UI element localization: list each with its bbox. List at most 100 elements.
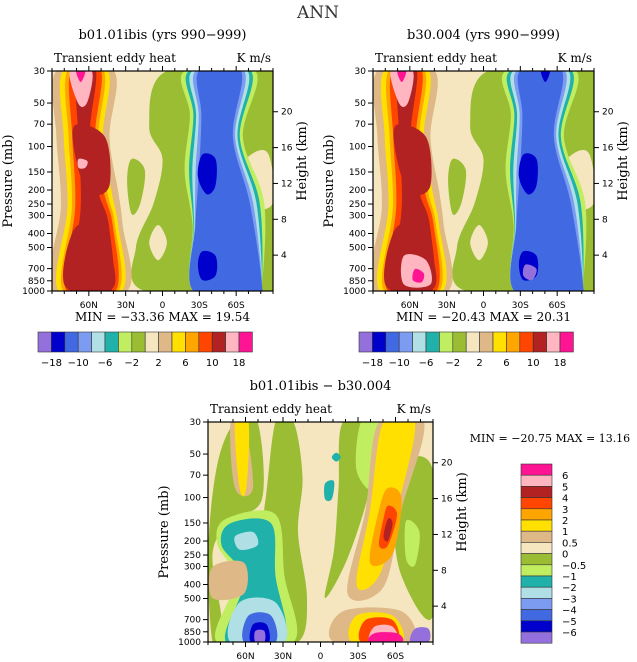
near-zero-positive-region [149,225,167,261]
y-right-tick-label: 8 [602,215,608,225]
y-tick-label: 30 [355,67,367,77]
y-tick-label: 500 [184,595,201,605]
colorbar-swatch [520,609,553,622]
colorbar-swatch [225,331,240,353]
positive-core-upper [72,124,111,196]
colorbar-swatch [520,519,553,532]
y-right-tick-label: 16 [281,144,293,154]
x-tick-label: 60S [228,301,245,311]
colorbar-swatch [520,586,553,599]
min-max-stats: MIN = −33.36 MAX = 19.54 [75,310,250,324]
colorbar-label: −5 [562,617,577,628]
colorbar-label: −18 [362,358,383,369]
negative-band [510,71,584,291]
colorbar-label: −0.5 [562,561,586,572]
colorbar-swatch [479,331,494,353]
colorbar-swatch [131,331,146,353]
negative-core-upper [197,153,217,195]
colorbar-label: 6 [182,358,188,369]
colorbar-label: 6 [503,358,509,369]
panel-title: b01.01ibis (yrs 990−999) [78,28,246,43]
y-axis-label: Pressure (mb) [157,485,172,578]
y-tick-label: 400 [349,230,366,240]
colorbar-swatch [465,331,480,353]
colorbar-swatch [559,331,574,353]
colorbar-swatch [158,331,173,353]
colorbar-swatch [104,331,119,353]
subtitle-right: K m/s [397,402,431,416]
colorbar-swatch [211,331,226,353]
colorbar-swatch [520,463,553,476]
positive-extreme [368,632,404,642]
colorbar-label: 0.5 [562,538,578,549]
colorbar-swatch [77,331,92,353]
y-tick-label: 70 [34,120,46,130]
x-tick-label: 60N [236,652,254,662]
positive-region [208,560,248,601]
x-tick-label: 60N [80,301,98,311]
positive-extreme [76,71,86,82]
colorbar-label: 3 [562,505,568,516]
negative-core-top [540,71,550,82]
colorbar-swatch [118,331,133,353]
colorbar-label: 18 [554,358,567,369]
contour-field [52,71,273,291]
y-tick-label: 500 [28,244,45,254]
negative-core-lower [197,250,218,281]
negative-region [234,531,259,550]
y-tick-label: 50 [34,99,46,109]
y-tick-label: 300 [184,562,201,572]
y-right-tick-label: 20 [441,459,453,469]
x-tick-label: 30S [512,301,529,311]
y-tick-label: 700 [184,616,201,626]
y-tick-label: 700 [349,265,366,275]
y-tick-label: 500 [349,244,366,254]
y-right-tick-label: 4 [602,251,608,261]
colorbar-swatch [358,331,373,353]
y-tick-label: 200 [28,186,45,196]
contour-field [373,71,594,291]
colorbar-swatch [520,631,553,644]
y-right-tick-label: 12 [602,179,613,189]
negative-core-upper [518,153,538,195]
colorbar-label: −6 [419,358,434,369]
colorbar-swatch [520,575,553,588]
min-max-stats: MIN = −20.75 MAX = 13.16 [470,432,630,445]
colorbar-swatch [520,553,553,566]
colorbar-label: 5 [562,482,568,493]
y-right-tick-label: 20 [281,108,293,118]
colorbar-swatch [385,331,400,353]
colorbar-swatch [37,331,52,353]
x-tick-label: 0 [318,652,324,662]
negative-region [324,480,335,502]
page-title: ANN [296,3,339,23]
x-tick-label: 30N [117,301,135,311]
y-tick-label: 150 [349,168,366,178]
colorbar-swatch [520,542,553,554]
colorbar-swatch [198,331,213,353]
colorbar-label: 10 [527,358,540,369]
x-tick-label: 30N [438,301,456,311]
colorbar-swatch [520,564,553,577]
y-tick-label: 1000 [343,287,366,297]
positive-region [234,422,250,497]
negative-region [331,452,341,462]
y-tick-label: 30 [190,418,202,428]
colorbar-swatch [171,331,186,353]
y-right-tick-label: 16 [441,495,453,505]
colorbar-swatch [412,331,427,353]
colorbar-swatch [51,331,66,353]
contour-field [208,422,433,642]
colorbar-label: 0 [562,550,568,561]
panel-title: b01.01ibis − b30.004 [250,379,392,394]
colorbar-label: 1 [562,527,568,538]
y-right-axis-label: Height (km) [455,472,470,552]
colorbar-label: −6 [98,358,113,369]
y-tick-label: 50 [190,450,202,460]
colorbar-swatch [520,620,553,633]
y-tick-label: 300 [349,211,366,221]
colorbar-swatch [546,331,561,353]
colorbar-swatch [425,331,440,353]
positive-max [390,71,414,107]
colorbar-swatch [532,331,547,353]
